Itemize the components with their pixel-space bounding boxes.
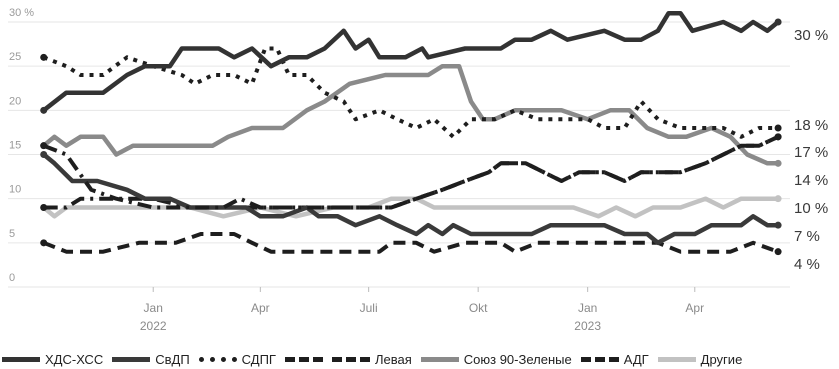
y-tick-label: 5 — [9, 228, 15, 240]
legend-swatch — [331, 356, 370, 362]
legend: ХДС-ХСС СвДП СДПГ Левая Союз 90-Зеленые АДГ Др… — [0, 349, 839, 369]
series-end-point — [774, 124, 782, 132]
legend-swatch — [580, 356, 619, 362]
end-labels: 30 % 7 % 18 % 4 % 14 % 17 % 10 % — [794, 27, 828, 273]
legend-item-6: АДГ — [580, 351, 649, 367]
series-end-point — [774, 159, 782, 167]
legend-item-4: Левая — [331, 351, 412, 367]
series-start-point — [40, 151, 48, 158]
legend-item-2: СДПГ — [198, 351, 276, 367]
legend-label: ХДС-ХСС — [45, 351, 104, 367]
series-end-point — [774, 248, 782, 256]
legend-swatch — [284, 356, 323, 362]
end-label: 17 % — [794, 144, 828, 161]
legend-item-3 — [284, 356, 323, 362]
legend-label: СвДП — [155, 351, 190, 367]
legend-item-7: Другие — [657, 351, 743, 367]
legend-swatch — [657, 356, 696, 362]
end-label: 30 % — [794, 27, 828, 44]
y-tick-label: 20 — [9, 95, 21, 107]
series-end-point — [774, 221, 782, 229]
x-tick-year: 2023 — [574, 319, 601, 333]
legend-label: АДГ — [623, 351, 649, 367]
y-tick-label: 15 — [9, 140, 21, 152]
x-tick-label: Jan — [144, 301, 163, 315]
series-lines — [40, 10, 782, 256]
legend-item-5: Союз 90-Зеленые — [420, 351, 572, 367]
x-tick-label: Juli — [360, 301, 378, 315]
legend-item-1: СвДП — [112, 351, 190, 367]
end-label: 4 % — [794, 256, 820, 273]
legend-label: Союз 90-Зеленые — [463, 351, 572, 367]
legend-swatch — [2, 356, 40, 362]
end-label: 7 % — [794, 228, 820, 245]
x-tick-label: Okt — [469, 301, 488, 315]
series-line-5 — [42, 63, 779, 166]
legend-swatch — [112, 356, 151, 362]
series-start-point — [40, 53, 48, 61]
series-line-3 — [42, 232, 779, 254]
end-label: 10 % — [794, 200, 828, 217]
x-axis: Jan 2022 Apr Juli Okt Jan 2023 Apr — [140, 287, 704, 333]
series-start-point — [40, 204, 48, 211]
x-tick-label: Apr — [685, 301, 704, 315]
legend-label: Другие — [700, 351, 743, 367]
legend-item-0: ХДС-ХСС — [2, 352, 103, 367]
series-start-point — [40, 142, 48, 150]
series-end-point — [774, 195, 782, 203]
series-start-point — [40, 106, 48, 114]
x-tick-label: Jan — [578, 301, 597, 315]
series-start-point — [40, 239, 48, 247]
series-line-2 — [42, 46, 779, 139]
series-end-point — [774, 18, 782, 26]
y-tick-label: 25 — [9, 51, 21, 63]
series-end-point — [774, 133, 782, 141]
legend-swatch — [420, 356, 459, 362]
legend-label: СДПГ — [241, 351, 276, 367]
series-line-1 — [42, 152, 779, 246]
y-tick-label: 0 — [9, 272, 15, 284]
y-axis: 0 5 10 15 20 25 30 % — [9, 7, 34, 284]
series-line-0 — [42, 10, 780, 113]
end-label: 14 % — [794, 172, 828, 189]
series-line-7 — [42, 196, 779, 219]
legend-swatch — [198, 356, 237, 362]
x-tick-label: Apr — [251, 301, 270, 315]
y-unit-label: 30 % — [9, 7, 34, 19]
legend-label: Левая — [374, 351, 412, 367]
end-label: 18 % — [794, 117, 828, 134]
y-tick-label: 10 — [9, 184, 21, 196]
x-tick-year: 2022 — [140, 319, 167, 333]
